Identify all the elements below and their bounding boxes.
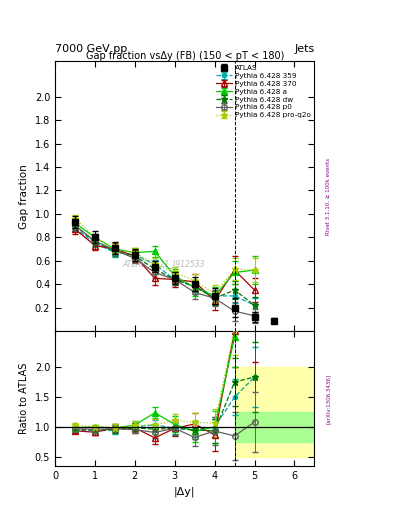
Text: Rivet 3.1.10, ≥ 100k events: Rivet 3.1.10, ≥ 100k events xyxy=(325,158,331,235)
Title: Gap fraction vsΔy (FB) (150 < pT < 180): Gap fraction vsΔy (FB) (150 < pT < 180) xyxy=(86,51,284,60)
Legend: ATLAS, Pythia 6.428 359, Pythia 6.428 370, Pythia 6.428 a, Pythia 6.428 dw, Pyth: ATLAS, Pythia 6.428 359, Pythia 6.428 37… xyxy=(214,63,313,120)
Text: 7000 GeV pp: 7000 GeV pp xyxy=(55,44,127,54)
Text: [arXiv:1306.3436]: [arXiv:1306.3436] xyxy=(325,374,331,423)
Y-axis label: Ratio to ATLAS: Ratio to ATLAS xyxy=(19,363,29,434)
Text: ATLAS_2011_I912533: ATLAS_2011_I912533 xyxy=(123,259,205,268)
X-axis label: |Δy|: |Δy| xyxy=(174,486,195,497)
Y-axis label: Gap fraction: Gap fraction xyxy=(19,164,29,229)
Text: Jets: Jets xyxy=(294,44,314,54)
